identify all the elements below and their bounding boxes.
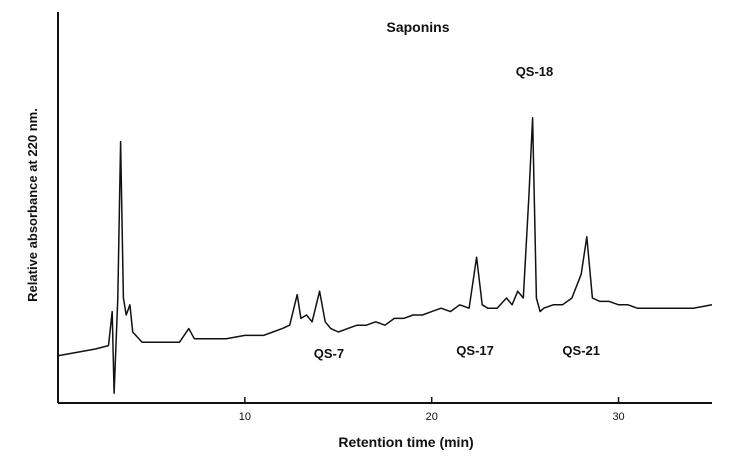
x-axis-label: Retention time (min) [338, 434, 473, 450]
peak-label-qs-21: QS-21 [562, 343, 600, 358]
x-tick-label: 20 [426, 411, 438, 423]
chart-title: Saponins [386, 19, 449, 35]
x-tick-label: 10 [239, 411, 251, 423]
chromatogram-trace [57, 117, 713, 394]
x-tick-label: 30 [612, 411, 624, 423]
x-tick-group: 10 20 30 [239, 397, 625, 423]
peak-label-qs-7: QS-7 [314, 346, 344, 361]
peak-label-qs-18: QS-18 [516, 64, 554, 79]
peak-label-qs-17: QS-17 [456, 343, 494, 358]
peak-label-group: QS-7 QS-17 QS-18 QS-21 [314, 64, 600, 361]
y-axis-label: Relative absorbance at 220 nm. [25, 108, 40, 302]
